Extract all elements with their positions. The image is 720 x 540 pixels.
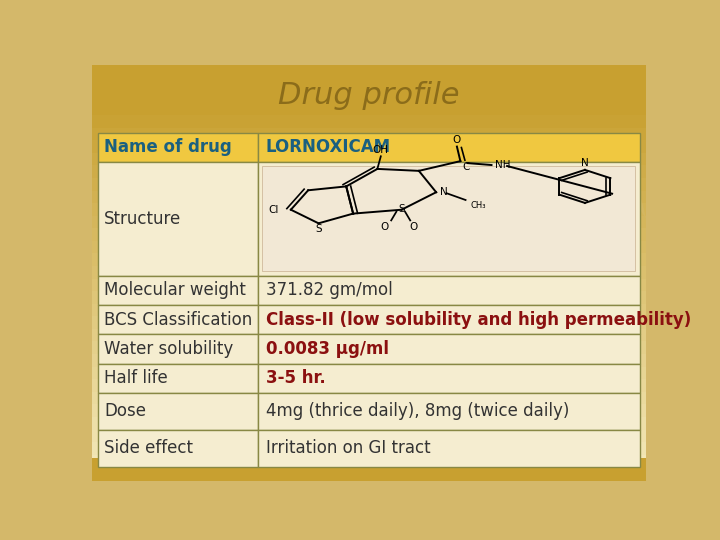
Bar [92,165,647,179]
Bar [258,393,640,430]
Bar [258,305,640,334]
Polygon shape [539,142,570,204]
Bar [92,429,647,443]
Bar [258,162,640,276]
Text: Name of drug: Name of drug [104,138,232,156]
Bar [92,203,647,217]
Bar [92,191,647,204]
Text: Irritation on GI tract: Irritation on GI tract [266,439,430,457]
Bar [92,417,647,430]
Bar [258,132,640,162]
Text: Dose: Dose [104,402,146,420]
Text: 371.82 gm/mol: 371.82 gm/mol [266,281,392,299]
Bar [92,354,647,367]
Bar [92,367,647,380]
Text: O: O [380,222,388,232]
Bar [92,127,647,141]
Text: N: N [581,158,589,168]
Text: N: N [441,187,448,197]
Bar [92,379,647,393]
Text: Water solubility: Water solubility [104,340,233,358]
Bar [98,363,258,393]
Text: NH: NH [495,160,510,170]
Bar [92,392,647,405]
Text: Half life: Half life [104,369,168,387]
Bar [258,363,640,393]
Bar [92,178,647,191]
Bar [92,304,647,317]
Text: S: S [315,224,322,234]
Polygon shape [192,142,222,204]
Bar [92,253,647,267]
Bar [92,115,647,129]
Text: Class-II (low solubility and high permeability): Class-II (low solubility and high permea… [266,310,690,329]
Text: 3-5 hr.: 3-5 hr. [266,369,325,387]
Text: Molecular weight: Molecular weight [104,281,246,299]
Bar [92,103,647,116]
Bar [98,276,258,305]
Text: BCS Classification: BCS Classification [104,310,253,329]
Bar [92,291,647,305]
Bar [92,228,647,241]
Bar [92,241,647,254]
Bar [92,457,647,481]
Bar [98,132,258,162]
Text: Structure: Structure [104,210,181,228]
Bar [92,316,647,330]
Polygon shape [550,142,581,204]
Text: CH₃: CH₃ [471,201,486,210]
Bar [92,266,647,279]
Bar [98,393,258,430]
Bar [98,305,258,334]
Text: O: O [410,222,418,232]
Polygon shape [616,157,647,219]
Polygon shape [604,157,634,219]
Bar [258,276,640,305]
Text: 4mg (thrice daily), 8mg (twice daily): 4mg (thrice daily), 8mg (twice daily) [266,402,569,420]
Text: 0.0083 μg/ml: 0.0083 μg/ml [266,340,389,358]
Bar [258,430,640,467]
Text: Side effect: Side effect [104,439,193,457]
Bar [92,404,647,418]
Bar [98,162,258,276]
Bar [98,430,258,467]
Text: O: O [453,134,461,145]
Text: S: S [398,204,405,214]
Bar [92,279,647,292]
Text: LORNOXICAM: LORNOXICAM [266,138,391,156]
Bar [92,140,647,153]
Polygon shape [215,142,246,204]
Polygon shape [204,142,234,204]
Bar [92,341,647,355]
Polygon shape [562,142,593,204]
Polygon shape [593,157,623,219]
Bar [98,334,258,363]
Bar [92,153,647,166]
Bar [92,442,647,455]
Bar [92,329,647,342]
Text: C: C [462,162,469,172]
Bar [92,455,647,468]
Text: Cl: Cl [269,205,279,215]
Bar [92,467,647,481]
Bar [92,215,647,229]
Bar [258,334,640,363]
Text: OH: OH [373,145,389,156]
Bar [263,166,636,271]
Bar [92,65,647,103]
Text: Drug profile: Drug profile [278,81,460,110]
